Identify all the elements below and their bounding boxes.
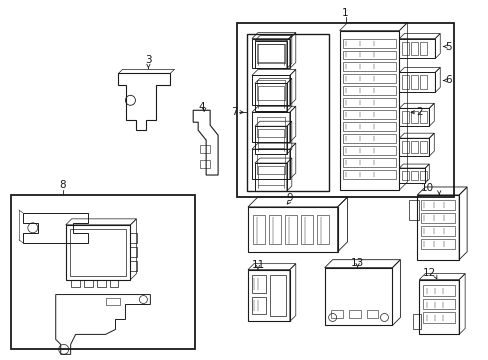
Bar: [130, 233, 137, 243]
Bar: [251, 275, 265, 293]
Bar: [252, 215, 264, 244]
Bar: [402, 111, 408, 123]
Bar: [254, 84, 286, 111]
Bar: [251, 39, 289, 68]
Text: 3: 3: [145, 55, 151, 66]
Bar: [410, 141, 417, 153]
Bar: [342, 86, 396, 95]
Bar: [69, 229, 126, 276]
Bar: [410, 111, 417, 123]
Bar: [251, 112, 289, 142]
Bar: [342, 146, 396, 155]
Bar: [109, 280, 118, 287]
Bar: [420, 75, 427, 89]
Bar: [254, 126, 286, 154]
Bar: [342, 122, 396, 131]
Bar: [402, 75, 408, 89]
Bar: [65, 225, 130, 280]
Bar: [342, 134, 396, 143]
Text: 1: 1: [342, 8, 348, 18]
Bar: [200, 145, 210, 153]
Text: 6: 6: [444, 75, 450, 85]
Bar: [246, 33, 328, 191]
Bar: [342, 62, 396, 71]
Bar: [268, 215, 280, 244]
Bar: [342, 98, 396, 107]
Text: 9: 9: [286, 193, 292, 203]
Bar: [247, 270, 289, 321]
Bar: [254, 41, 286, 68]
Bar: [420, 41, 427, 55]
Bar: [399, 138, 428, 156]
Bar: [316, 215, 328, 244]
Bar: [421, 226, 454, 236]
Bar: [324, 268, 392, 325]
Bar: [285, 215, 296, 244]
Bar: [251, 297, 265, 315]
Bar: [339, 31, 399, 190]
Bar: [251, 75, 289, 105]
Bar: [200, 160, 210, 168]
Bar: [300, 215, 312, 244]
Text: 10: 10: [420, 183, 433, 193]
Bar: [421, 239, 454, 249]
Bar: [269, 275, 285, 316]
Bar: [421, 213, 454, 223]
Bar: [408, 200, 419, 220]
Bar: [330, 310, 342, 319]
Bar: [251, 149, 289, 179]
Bar: [11, 195, 195, 349]
Bar: [402, 171, 408, 180]
Bar: [342, 39, 396, 48]
Bar: [423, 312, 454, 323]
Bar: [423, 285, 454, 296]
Bar: [247, 207, 337, 252]
Bar: [412, 315, 421, 329]
Bar: [399, 108, 428, 126]
Bar: [402, 41, 408, 55]
Text: 7: 7: [230, 107, 237, 117]
Bar: [399, 39, 434, 58]
Bar: [130, 247, 137, 257]
Bar: [254, 163, 286, 191]
Text: 5: 5: [444, 41, 450, 51]
Bar: [342, 50, 396, 59]
Bar: [237, 23, 453, 197]
Bar: [410, 171, 417, 180]
Text: 11: 11: [251, 260, 264, 270]
Bar: [421, 200, 454, 210]
Bar: [399, 72, 434, 92]
Bar: [420, 111, 427, 123]
Bar: [420, 171, 427, 180]
Bar: [96, 280, 105, 287]
Text: 2: 2: [415, 107, 422, 117]
Bar: [342, 158, 396, 167]
Bar: [130, 261, 137, 271]
Bar: [342, 170, 396, 179]
Bar: [83, 280, 92, 287]
Bar: [420, 141, 427, 153]
Bar: [399, 168, 425, 183]
Bar: [410, 41, 417, 55]
Bar: [342, 75, 396, 84]
Bar: [342, 110, 396, 119]
Bar: [71, 280, 80, 287]
Bar: [402, 141, 408, 153]
Bar: [423, 298, 454, 310]
Text: 13: 13: [350, 258, 364, 268]
Bar: [410, 75, 417, 89]
Bar: [366, 310, 378, 319]
Bar: [416, 195, 458, 260]
Bar: [348, 310, 360, 319]
Text: 8: 8: [59, 180, 66, 190]
Text: 12: 12: [422, 267, 435, 278]
Text: 4: 4: [199, 102, 205, 112]
Bar: [419, 280, 458, 334]
Bar: [105, 298, 120, 305]
